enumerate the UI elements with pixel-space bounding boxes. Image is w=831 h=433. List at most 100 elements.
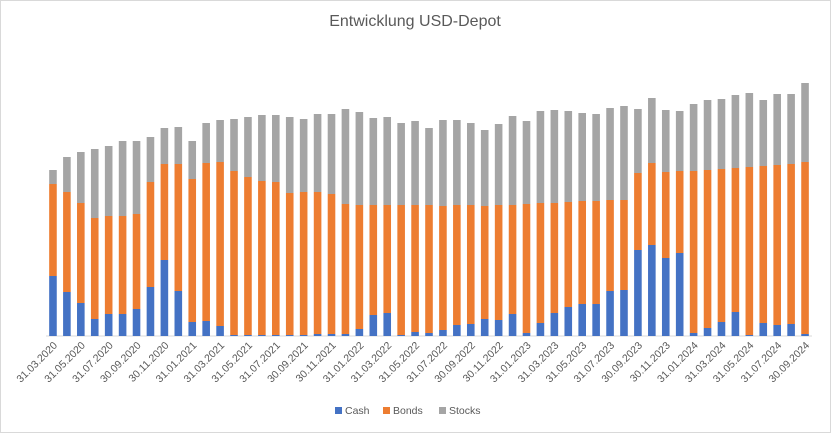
bar-segment bbox=[689, 333, 698, 336]
bar-segment bbox=[773, 94, 781, 165]
bar-segment bbox=[355, 205, 364, 329]
bar-segment bbox=[341, 109, 350, 204]
bar-segment bbox=[244, 335, 252, 336]
bar-segment bbox=[480, 130, 489, 206]
bar-segment bbox=[745, 167, 754, 335]
bar-segment bbox=[592, 201, 600, 304]
bar-segment bbox=[397, 205, 405, 335]
bar-segment bbox=[717, 322, 726, 336]
bar-segment bbox=[648, 245, 656, 336]
bar-segment bbox=[327, 194, 336, 334]
bar-segment bbox=[717, 169, 726, 322]
bar-segment bbox=[508, 116, 517, 205]
bar-segment bbox=[731, 312, 740, 336]
bar-segment bbox=[578, 304, 586, 336]
bar-segment bbox=[146, 182, 155, 287]
bar-segment bbox=[508, 314, 517, 336]
bar-segment bbox=[188, 141, 197, 179]
bar-segment bbox=[118, 216, 127, 314]
bar-segment bbox=[606, 200, 614, 291]
bar-segment bbox=[118, 314, 127, 336]
bar-segment bbox=[230, 335, 238, 336]
bar-segment bbox=[564, 111, 573, 202]
bar-segment bbox=[202, 123, 210, 163]
bar-segment bbox=[202, 321, 210, 336]
bar-segment bbox=[230, 171, 238, 335]
bar-segment bbox=[634, 173, 642, 250]
bar-segment bbox=[411, 205, 419, 332]
bar-segment bbox=[411, 121, 419, 205]
bar-segment bbox=[592, 114, 600, 201]
bar-segment bbox=[355, 112, 364, 205]
bar-segment bbox=[634, 109, 642, 173]
bar-segment bbox=[731, 168, 740, 312]
bar-segment bbox=[104, 146, 113, 216]
bar-segment bbox=[327, 114, 336, 194]
bar-segment bbox=[63, 292, 71, 336]
bar-segment bbox=[299, 192, 308, 335]
bar-segment bbox=[285, 335, 294, 336]
bar-segment bbox=[466, 205, 475, 324]
bar-segment bbox=[299, 335, 308, 336]
bar-segment bbox=[369, 205, 378, 315]
bar-segment bbox=[132, 309, 141, 336]
bar-segment bbox=[453, 205, 461, 325]
bar-segment bbox=[578, 201, 586, 304]
bar-segment bbox=[564, 307, 573, 336]
bar-segment bbox=[675, 111, 684, 171]
bar-segment bbox=[104, 216, 113, 314]
bar-segment bbox=[606, 108, 614, 200]
bar-segment bbox=[439, 206, 447, 330]
bar-segment bbox=[801, 334, 809, 336]
bar-segment bbox=[216, 120, 224, 162]
bar-segment bbox=[49, 184, 57, 276]
bar-segment bbox=[341, 334, 350, 336]
bar-segment bbox=[522, 333, 531, 336]
bar-segment bbox=[313, 334, 322, 336]
bar-segment bbox=[606, 291, 614, 336]
bar-segment bbox=[522, 204, 531, 333]
chart-title: Entwicklung USD-Depot bbox=[329, 13, 501, 30]
bar-segment bbox=[272, 182, 280, 335]
bar-segment bbox=[494, 320, 503, 336]
bar-segment bbox=[689, 171, 698, 333]
bar-segment bbox=[773, 325, 781, 336]
bar-segment bbox=[466, 123, 475, 205]
bar-segment bbox=[160, 128, 169, 164]
bar-segment bbox=[564, 202, 573, 307]
bar-segment bbox=[620, 290, 628, 336]
bar-segment bbox=[90, 149, 99, 218]
bar-segment bbox=[327, 334, 336, 336]
bar-segment bbox=[536, 111, 545, 203]
bar-segment bbox=[536, 203, 545, 323]
bar-segment bbox=[341, 204, 350, 334]
bar-segment bbox=[550, 313, 559, 336]
bar-segment bbox=[118, 141, 127, 216]
bar-segment bbox=[759, 100, 768, 166]
bar-segment bbox=[355, 329, 364, 336]
bar-segment bbox=[77, 203, 85, 303]
legend-label: Bonds bbox=[393, 405, 423, 417]
bar-segment bbox=[717, 99, 726, 169]
bar-segment bbox=[216, 326, 224, 336]
bar-segment bbox=[411, 332, 419, 336]
bar-segment bbox=[620, 106, 628, 200]
bar-segment bbox=[146, 137, 155, 182]
bar-segment bbox=[425, 128, 433, 205]
bar-segment bbox=[661, 258, 670, 336]
bar-segment bbox=[272, 115, 280, 182]
bar-segment bbox=[675, 171, 684, 253]
bar-segment bbox=[508, 205, 517, 314]
bar-segment bbox=[550, 110, 559, 203]
bar-segment bbox=[648, 98, 656, 163]
bar-segment bbox=[661, 172, 670, 258]
bar-segment bbox=[272, 335, 280, 336]
bar-segment bbox=[132, 141, 141, 214]
bar-segment bbox=[299, 119, 308, 192]
bar-segment bbox=[146, 287, 155, 336]
bar-segment bbox=[258, 115, 266, 181]
bar-segment bbox=[397, 335, 405, 336]
bar-segment bbox=[188, 322, 197, 336]
bar-segment bbox=[425, 333, 433, 336]
